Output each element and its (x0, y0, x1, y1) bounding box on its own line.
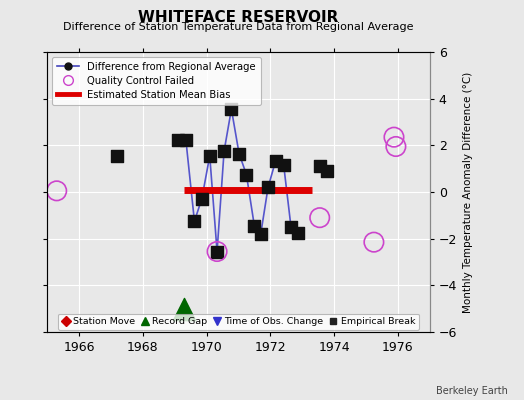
Point (205, 153, 214, 159)
Point (390, 134, 398, 140)
Point (392, 143, 400, 150)
Point (235, 150, 243, 157)
Point (213, 248, 221, 255)
Legend: Station Move, Record Gap, Time of Obs. Change, Empirical Break: Station Move, Record Gap, Time of Obs. C… (58, 314, 419, 330)
Point (315, 163, 324, 170)
Point (52, 188, 61, 194)
Point (271, 157, 280, 164)
Point (315, 214, 324, 221)
Point (294, 230, 302, 236)
Y-axis label: Monthly Temperature Anomaly Difference (°C): Monthly Temperature Anomaly Difference (… (463, 71, 473, 313)
Text: Berkeley Earth: Berkeley Earth (436, 386, 508, 396)
Point (287, 224, 295, 230)
Point (198, 196, 206, 202)
Point (180, 306, 189, 312)
Point (250, 223, 258, 229)
Point (279, 162, 288, 168)
Point (220, 148, 228, 154)
Point (370, 239, 378, 245)
Point (113, 153, 122, 159)
Text: Difference of Station Temperature Data from Regional Average: Difference of Station Temperature Data f… (63, 22, 413, 32)
Point (173, 136, 182, 143)
Point (242, 171, 250, 178)
Point (323, 168, 331, 174)
Point (213, 248, 221, 255)
Text: WHITEFACE RESERVOIR: WHITEFACE RESERVOIR (138, 10, 339, 25)
Point (227, 106, 236, 112)
Point (182, 136, 190, 143)
Point (264, 184, 272, 190)
Point (190, 218, 199, 224)
Point (257, 231, 265, 237)
